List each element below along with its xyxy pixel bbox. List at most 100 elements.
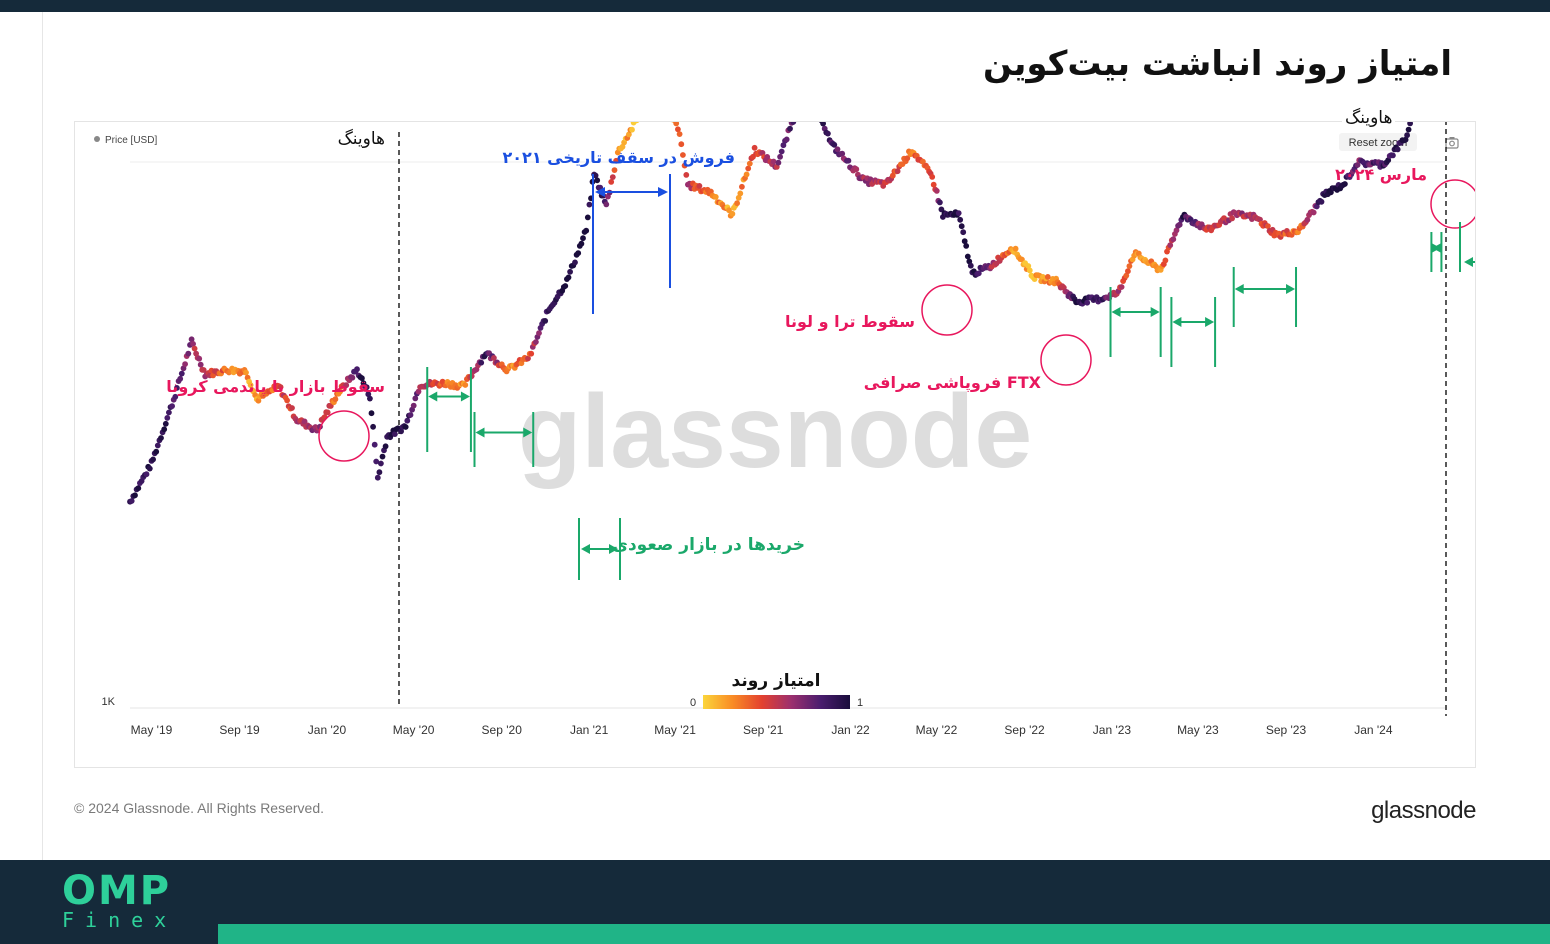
price-point <box>1318 198 1325 205</box>
price-point <box>243 369 249 376</box>
x-tick-label: May '19 <box>131 723 173 737</box>
colorbar-min-label: 0 <box>690 697 696 709</box>
price-point <box>777 153 783 160</box>
price-point <box>787 125 793 132</box>
price-point <box>1402 136 1409 143</box>
price-point <box>845 157 852 164</box>
price-point <box>182 361 188 367</box>
luna-annotation: سقوط ترا و لونا <box>785 284 973 336</box>
price-point <box>629 126 635 133</box>
price-point <box>726 207 732 214</box>
x-tick-label: May '21 <box>654 723 696 737</box>
watermark: glassnode <box>518 374 1032 490</box>
camera-icon[interactable] <box>1445 137 1459 149</box>
legend-marker <box>94 136 100 142</box>
price-point <box>365 391 372 398</box>
price-point <box>712 194 719 200</box>
omp-logo: OMP <box>62 868 172 914</box>
price-point <box>412 395 419 402</box>
price-point <box>1176 221 1183 228</box>
buy-bracket-head-left <box>1234 284 1244 294</box>
luna-circle <box>921 284 973 336</box>
price-point <box>354 366 360 373</box>
price-point <box>177 375 184 382</box>
halving-label-bg <box>315 122 385 150</box>
price-point <box>1125 268 1131 275</box>
price-series <box>127 84 1445 505</box>
price-point <box>608 179 615 185</box>
price-chart[interactable]: glassnode Price [USD] Reset zoom 1K May … <box>75 84 1483 767</box>
price-point <box>1123 272 1130 279</box>
price-point <box>128 498 135 504</box>
price-point <box>853 166 860 173</box>
buy-bracket-head-right <box>460 391 470 402</box>
price-point <box>562 283 569 289</box>
halving-label-2020: هاوینگ <box>338 128 385 149</box>
price-point <box>542 318 549 324</box>
ath-arrow-head-left <box>595 187 605 197</box>
price-point <box>929 174 936 180</box>
price-point <box>363 384 370 391</box>
price-point <box>937 199 943 206</box>
price-point <box>462 382 469 388</box>
price-point <box>191 345 198 352</box>
price-point <box>370 423 376 430</box>
price-point <box>247 382 254 388</box>
legend-price[interactable]: Price [USD] <box>105 135 157 146</box>
price-point <box>961 238 968 245</box>
covid-label: سقوط بازار با پاندمی کرونا <box>166 377 385 397</box>
reset-zoom-button[interactable]: Reset zoom <box>1349 137 1408 149</box>
price-point <box>613 157 619 164</box>
buy-bracket-head-right <box>1286 284 1296 294</box>
price-point <box>1394 146 1401 153</box>
price-point <box>188 336 195 343</box>
price-point <box>153 448 160 455</box>
price-point <box>277 384 284 390</box>
ftx-annotation: فروپاشی صرافی FTX <box>864 334 1092 393</box>
colorbar <box>703 695 850 709</box>
price-point <box>609 174 616 180</box>
x-tick-label: May '23 <box>1177 723 1219 737</box>
price-point <box>536 330 542 336</box>
left-divider <box>42 12 43 860</box>
price-point <box>392 431 398 437</box>
price-point <box>681 162 688 169</box>
price-point <box>955 210 962 216</box>
ftx-circle <box>1040 334 1092 386</box>
price-point <box>735 194 742 201</box>
price-point <box>374 474 381 481</box>
price-point <box>1044 274 1051 280</box>
footer-accent-strip <box>218 924 1550 944</box>
bull-buy-brackets <box>426 222 1483 467</box>
price-point <box>739 183 745 190</box>
price-point <box>583 227 590 234</box>
price-point <box>410 402 417 409</box>
price-point <box>359 375 365 382</box>
luna-label: سقوط ترا و لونا <box>785 312 915 331</box>
price-point <box>178 370 185 377</box>
price-point <box>1084 299 1091 306</box>
price-point <box>379 453 386 460</box>
green-legend-head-left <box>581 544 590 554</box>
price-point <box>367 395 373 402</box>
price-point <box>1170 236 1177 243</box>
price-point <box>1167 242 1174 249</box>
price-point <box>673 120 680 127</box>
green-legend-head-right <box>609 544 618 554</box>
price-point <box>376 469 383 476</box>
price-point <box>491 355 497 361</box>
march-2024-annotation: مارس ۲۰۲۴ <box>1335 165 1480 229</box>
march-2024-label: مارس ۲۰۲۴ <box>1335 165 1427 184</box>
price-point <box>1265 223 1271 229</box>
price-point <box>1126 263 1133 269</box>
price-point <box>371 441 378 448</box>
price-point <box>368 410 375 417</box>
buy-bracket-head-right <box>523 427 533 438</box>
price-point <box>154 442 161 449</box>
price-point <box>746 160 753 167</box>
price-point <box>169 403 175 409</box>
price-point <box>143 471 150 478</box>
price-point <box>404 417 411 424</box>
price-point <box>904 155 911 162</box>
buy-bracket-head-right <box>1205 317 1215 327</box>
